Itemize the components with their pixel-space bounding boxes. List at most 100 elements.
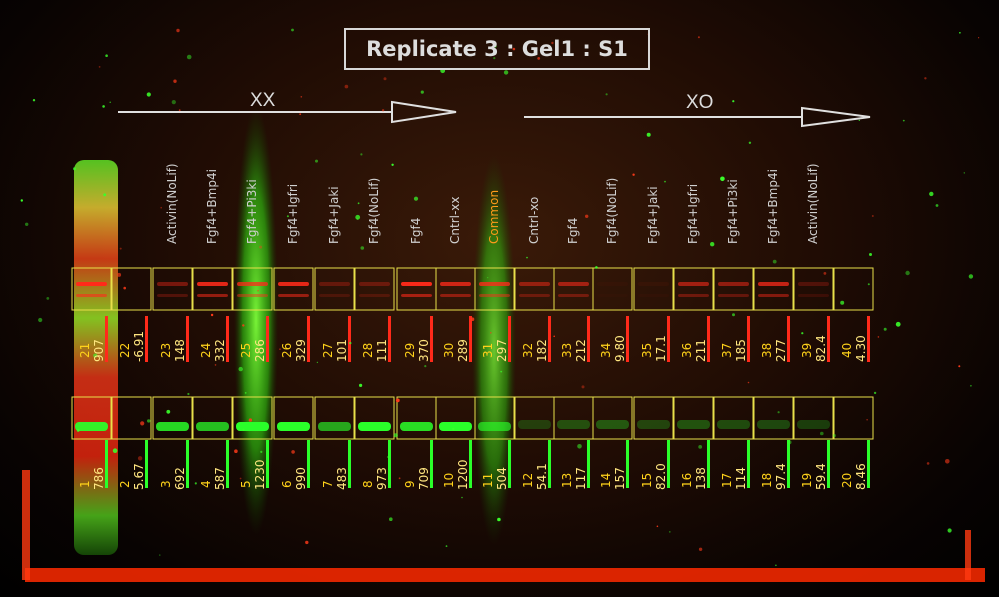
value-bar <box>226 440 229 488</box>
speck <box>487 277 489 279</box>
lane-label: Cntrl-xx <box>448 196 462 245</box>
speck <box>112 448 118 454</box>
red-band <box>157 282 188 286</box>
lane-number: 8 <box>361 480 375 488</box>
value-bar <box>827 440 830 488</box>
speck <box>905 270 910 276</box>
red-band <box>597 282 628 286</box>
speck <box>595 266 598 269</box>
speck <box>259 245 263 249</box>
speck <box>389 517 393 521</box>
red-band <box>638 294 669 297</box>
box-bottom <box>592 396 633 440</box>
speck <box>349 341 352 345</box>
red-band <box>76 282 107 286</box>
box-top <box>314 267 355 311</box>
speck <box>387 456 389 458</box>
speck <box>360 153 363 156</box>
lane-number: 11 <box>481 472 495 488</box>
value-bar <box>469 440 472 488</box>
lane-label: Activin(NoLif) <box>165 163 179 244</box>
value-bar <box>747 316 750 362</box>
lane-label: Cntrl-xo <box>527 196 541 244</box>
speck <box>503 70 509 75</box>
speck <box>300 96 303 98</box>
red-band <box>479 282 510 286</box>
lane-number: 6 <box>280 480 294 488</box>
lane-measurement: 212 <box>574 339 588 362</box>
speck <box>902 119 905 122</box>
box-top <box>111 267 152 311</box>
red-band <box>278 282 309 286</box>
speck <box>697 36 700 39</box>
speck <box>147 419 151 423</box>
lane-measurement: 5.67 <box>132 463 146 490</box>
speck <box>664 180 666 183</box>
speck <box>732 100 735 103</box>
speck <box>526 256 528 259</box>
speck <box>926 462 930 465</box>
speck <box>119 247 122 250</box>
box-top <box>273 267 314 311</box>
lane-measurement: 114 <box>734 467 748 490</box>
box-top <box>713 267 754 311</box>
speck <box>291 28 294 32</box>
speck <box>935 204 939 207</box>
speck <box>873 391 877 395</box>
speck <box>238 366 243 372</box>
box-top <box>474 267 515 311</box>
lane-number: 29 <box>403 342 417 358</box>
speck <box>772 259 777 264</box>
lane-number: 19 <box>800 472 814 488</box>
lane-number: 17 <box>720 472 734 488</box>
value-bar <box>548 316 551 362</box>
speck <box>445 545 448 547</box>
red-band <box>237 282 268 286</box>
lane-measurement: 17.1 <box>654 335 668 362</box>
speck <box>160 206 162 209</box>
red-band <box>401 294 432 297</box>
green-band <box>277 422 310 431</box>
red-band <box>359 294 390 297</box>
box-top <box>793 267 834 311</box>
speck <box>242 428 245 431</box>
box-top <box>435 267 476 311</box>
speck <box>279 348 281 350</box>
speck <box>883 327 887 331</box>
speck <box>747 381 750 384</box>
lane-measurement: 329 <box>294 339 308 362</box>
box-bottom <box>71 396 112 440</box>
speck <box>490 332 492 334</box>
green-band <box>717 420 750 429</box>
value-bar <box>508 440 511 488</box>
lane-number: 10 <box>442 472 456 488</box>
value-bar <box>867 440 870 488</box>
red-band <box>718 294 749 297</box>
value-bar <box>707 440 710 488</box>
value-bar <box>827 316 830 362</box>
box-bottom <box>833 396 874 440</box>
value-bar <box>348 316 351 362</box>
red-band <box>758 282 789 286</box>
lane-number: 14 <box>599 472 613 488</box>
green-band <box>358 422 391 431</box>
lane-number: 23 <box>159 342 173 358</box>
value-bar <box>787 440 790 488</box>
bright-lane-common <box>472 155 516 545</box>
value-bar <box>469 316 472 362</box>
value-bar <box>430 316 433 362</box>
speck <box>210 313 214 317</box>
speck <box>945 459 950 464</box>
speck <box>832 434 837 438</box>
lane-number: 5 <box>239 480 253 488</box>
box-top <box>673 267 714 311</box>
speck <box>420 90 424 94</box>
lane-measurement: 786 <box>92 467 106 490</box>
speck <box>46 297 50 300</box>
speck <box>413 196 419 201</box>
lane-number: 25 <box>239 342 253 358</box>
arrow-xx <box>118 100 457 124</box>
lane-number: 24 <box>199 342 213 358</box>
green-band <box>439 422 472 431</box>
speck <box>234 449 238 454</box>
